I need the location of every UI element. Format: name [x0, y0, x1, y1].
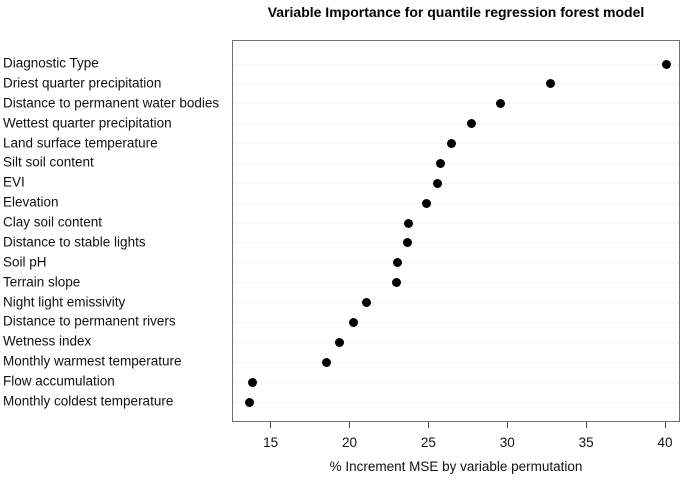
row-gridline [233, 202, 679, 204]
row-gridline [233, 123, 679, 125]
data-point [495, 99, 505, 109]
x-tick-mark [270, 422, 272, 428]
row-gridline [233, 162, 679, 164]
row-gridline [233, 321, 679, 323]
y-axis-category-label: Elevation [3, 194, 59, 210]
data-point [432, 178, 442, 188]
x-axis-title: % Increment MSE by variable permutation [329, 459, 583, 474]
y-axis-category-label: Land surface temperature [3, 135, 158, 151]
data-point [661, 59, 671, 69]
x-tick-label: 20 [342, 435, 358, 450]
row-gridline [233, 341, 679, 343]
data-point [435, 158, 445, 168]
data-point [322, 357, 332, 367]
data-point [402, 238, 412, 248]
data-point [391, 278, 401, 288]
x-tick-mark [349, 422, 351, 428]
row-gridline [233, 401, 679, 403]
data-point [467, 119, 477, 129]
x-tick-label: 35 [578, 435, 594, 450]
y-axis-category-label: Clay soil content [3, 214, 103, 230]
y-axis-category-label: Flow accumulation [3, 373, 115, 389]
y-axis-category-label: Distance to permanent rivers [3, 313, 176, 329]
x-tick-label: 40 [657, 435, 673, 450]
data-point [245, 397, 255, 407]
x-tick-label: 25 [420, 435, 436, 450]
x-tick-mark [664, 422, 666, 428]
y-axis-category-label: Driest quarter precipitation [3, 75, 162, 91]
plot-area [232, 40, 680, 422]
x-tick-label: 15 [263, 435, 279, 450]
x-tick-mark [427, 422, 429, 428]
y-axis-category-label: Monthly warmest temperature [3, 353, 182, 369]
row-gridline [233, 182, 679, 184]
chart-title: Variable Importance for quantile regress… [267, 4, 645, 20]
y-axis-category-label: Silt soil content [3, 154, 94, 170]
row-gridline [233, 103, 679, 105]
data-point [361, 298, 371, 308]
data-point [446, 139, 456, 149]
y-axis-category-label: Monthly coldest temperature [3, 393, 174, 409]
x-axis: 15 20 25 30 35 40 [232, 422, 680, 456]
data-point [421, 198, 431, 208]
row-gridline [233, 242, 679, 244]
y-axis-category-label: Distance to stable lights [3, 234, 146, 250]
row-gridline [233, 262, 679, 264]
row-gridline [233, 302, 679, 304]
x-tick-mark [585, 422, 587, 428]
data-point [248, 377, 258, 387]
row-gridline [233, 222, 679, 224]
y-axis-category-label: Terrain slope [3, 274, 81, 290]
y-axis-category-label: Soil pH [3, 254, 47, 270]
x-tick-mark [506, 422, 508, 428]
row-gridline [233, 83, 679, 85]
y-axis-category-label: Night light emissivity [3, 294, 126, 310]
y-axis-category-label: Wetness index [3, 333, 92, 349]
y-axis-category-label: EVI [3, 174, 25, 190]
row-gridline [233, 381, 679, 383]
x-tick-label: 30 [499, 435, 515, 450]
y-axis-category-label: Wettest quarter precipitation [3, 115, 172, 131]
y-axis-category-label: Diagnostic Type [3, 55, 99, 71]
data-point [393, 258, 403, 268]
row-gridline [233, 63, 679, 65]
row-gridline [233, 143, 679, 145]
y-axis-category-label: Distance to permanent water bodies [3, 95, 220, 111]
row-gridline [233, 282, 679, 284]
y-axis-labels: Diagnostic Type Driest quarter precipitat… [3, 40, 229, 422]
data-point [334, 337, 344, 347]
data-point [349, 317, 359, 327]
data-point [546, 79, 556, 89]
row-gridline [233, 361, 679, 363]
data-point [404, 218, 414, 228]
